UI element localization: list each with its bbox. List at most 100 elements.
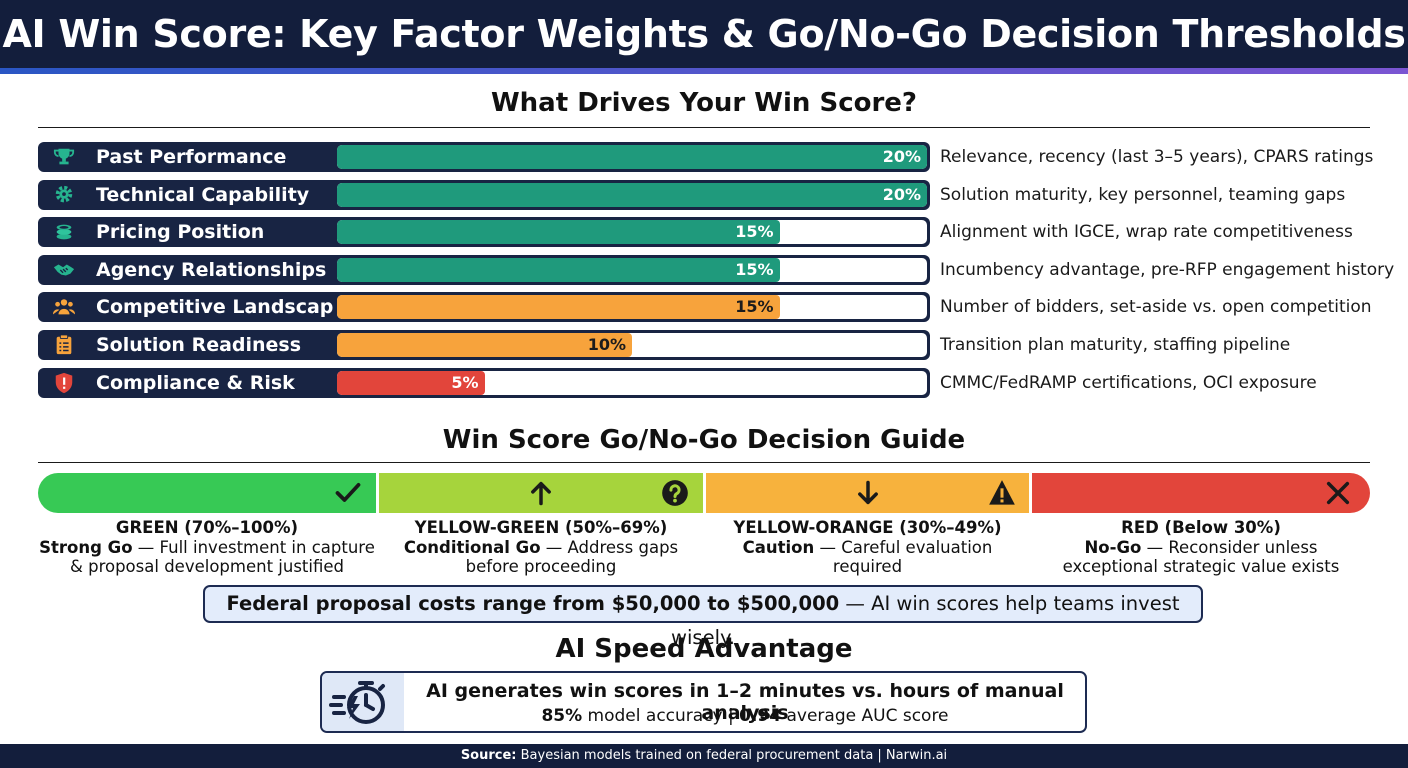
factor-name: Technical Capability: [96, 184, 310, 206]
zone-detail: — Full investment in capture: [132, 537, 375, 557]
speed-advantage-box: AI generates win scores in 1–2 minutes v…: [320, 671, 1087, 733]
x-icon: [1326, 481, 1350, 505]
factor-label: Competitive Landscape: [38, 292, 346, 322]
factor-label: Technical Capability: [38, 180, 338, 210]
bar-track: 5%: [334, 368, 930, 398]
footer-text: Bayesian models trained on federal procu…: [516, 748, 948, 763]
bar-background: 10%: [337, 333, 927, 357]
bar-value-label: 15%: [735, 222, 774, 241]
factor-name: Solution Readiness: [96, 334, 302, 356]
bar-fill: [337, 220, 780, 244]
bar-value-label: 15%: [735, 297, 774, 316]
bar-fill: [337, 333, 632, 357]
bar-track: 20%: [334, 180, 930, 210]
zone-bar: [706, 473, 1029, 513]
factor-description: Number of bidders, set-aside vs. open co…: [940, 297, 1372, 317]
decision-section-title: Win Score Go/No-Go Decision Guide: [442, 425, 966, 455]
bar-track: 20%: [334, 142, 930, 172]
header-bar: AI Win Score: Key Factor Weights & Go/No…: [0, 0, 1408, 74]
zone-verdict: Conditional Go: [403, 537, 541, 557]
zone-bar: [379, 473, 703, 513]
factor-description: Transition plan maturity, staffing pipel…: [940, 335, 1291, 355]
factors-section-title: What Drives Your Win Score?: [490, 88, 918, 118]
footer-label: Source:: [460, 748, 517, 763]
factor-label: Agency Relationships: [38, 255, 338, 285]
factor-label: Pricing Position: [38, 217, 338, 247]
check-icon: [335, 482, 361, 502]
zone-detail: — Careful evaluation: [814, 537, 993, 557]
stopwatch-icon: [329, 681, 385, 724]
decision-divider: [38, 462, 1370, 463]
bar-background: 15%: [337, 295, 927, 319]
footer-source: Source: Bayesian models trained on feder…: [0, 744, 1408, 768]
bar-fill: [337, 295, 780, 319]
page-title: AI Win Score: Key Factor Weights & Go/No…: [2, 12, 1406, 56]
question-icon: [662, 480, 688, 506]
warning-icon: [989, 480, 1015, 505]
zone-detail-continued: exceptional strategic value exists: [1062, 557, 1340, 576]
zone-bar: [1032, 473, 1370, 513]
accuracy-value: 85%: [541, 706, 583, 726]
factor-description: CMMC/FedRAMP certifications, OCI exposur…: [940, 373, 1317, 393]
people-icon: [52, 299, 76, 315]
arrow-up-icon: [531, 481, 551, 506]
zone-detail-continued: required: [832, 557, 903, 576]
bar-fill: [337, 258, 780, 282]
zone-detail-continued: before proceeding: [465, 557, 617, 576]
gear-icon: [55, 185, 73, 203]
handshake-icon: [53, 264, 75, 276]
bar-fill: [337, 145, 927, 169]
zone-verdict: Strong Go: [39, 537, 133, 557]
zone-description: YELLOW-GREEN (50%–69%) Conditional Go — A…: [379, 518, 703, 577]
factor-name: Pricing Position: [96, 221, 265, 243]
accuracy-label: model accuracy |: [582, 706, 740, 726]
zone-description: GREEN (70%–100%) Strong Go — Full investm…: [38, 518, 376, 577]
bar-background: 20%: [337, 145, 927, 169]
zone-heading: YELLOW-ORANGE (30%–49%): [733, 518, 1002, 537]
speed-headline: AI generates win scores in 1–2 minutes v…: [426, 680, 1064, 724]
bar-value-label: 5%: [451, 373, 479, 392]
arrow-down-icon: [858, 480, 878, 505]
factor-description: Solution maturity, key personnel, teamin…: [940, 185, 1346, 205]
zone-detail: — Address gaps: [540, 537, 679, 557]
bar-background: 15%: [337, 220, 927, 244]
bar-fill: [337, 371, 485, 395]
bar-track: 10%: [334, 330, 930, 360]
callout-bold-text: Federal proposal costs range from $50,00…: [226, 592, 840, 615]
auc-value: 0.94: [739, 706, 782, 726]
zone-description: RED (Below 30%) No-Go — Reconsider unless…: [1032, 518, 1370, 577]
bar-track: 15%: [334, 255, 930, 285]
factor-label: Compliance & Risk: [38, 368, 338, 398]
factor-description: Incumbency advantage, pre-RFP engagement…: [940, 260, 1395, 280]
bar-track: 15%: [334, 292, 930, 322]
trophy-icon: [53, 148, 75, 165]
bar-track: 15%: [334, 217, 930, 247]
factor-name: Past Performance: [96, 146, 287, 168]
bar-value-label: 20%: [882, 185, 921, 204]
zone-bar: [38, 473, 376, 513]
factor-label: Solution Readiness: [38, 330, 338, 360]
factors-divider: [38, 127, 1370, 128]
factor-description: Relevance, recency (last 3–5 years), CPA…: [940, 147, 1374, 167]
factor-name: Compliance & Risk: [96, 372, 295, 394]
zone-verdict: No-Go: [1084, 537, 1142, 557]
zone-detail-continued: & proposal development justified: [69, 557, 344, 576]
bar-background: 5%: [337, 371, 927, 395]
coins-icon: [56, 224, 72, 240]
shield-alert-icon: [55, 372, 73, 394]
zone-detail: — Reconsider unless: [1141, 537, 1318, 557]
speed-section-title: AI Speed Advantage: [555, 634, 853, 664]
stopwatch-icon-panel: [322, 673, 404, 731]
clipboard-icon: [56, 334, 72, 355]
zone-heading: YELLOW-GREEN (50%–69%): [414, 518, 668, 537]
bar-background: 20%: [337, 183, 927, 207]
factor-name: Agency Relationships: [96, 259, 327, 281]
zone-heading: GREEN (70%–100%): [115, 518, 299, 537]
cost-callout: Federal proposal costs range from $50,00…: [203, 585, 1203, 649]
header-accent-stripe: [0, 68, 1408, 74]
bar-fill: [337, 183, 927, 207]
zone-verdict: Caution: [742, 537, 815, 557]
factor-description: Alignment with IGCE, wrap rate competiti…: [940, 222, 1353, 242]
factor-label: Past Performance: [38, 142, 338, 172]
zone-heading: RED (Below 30%): [1121, 518, 1281, 537]
